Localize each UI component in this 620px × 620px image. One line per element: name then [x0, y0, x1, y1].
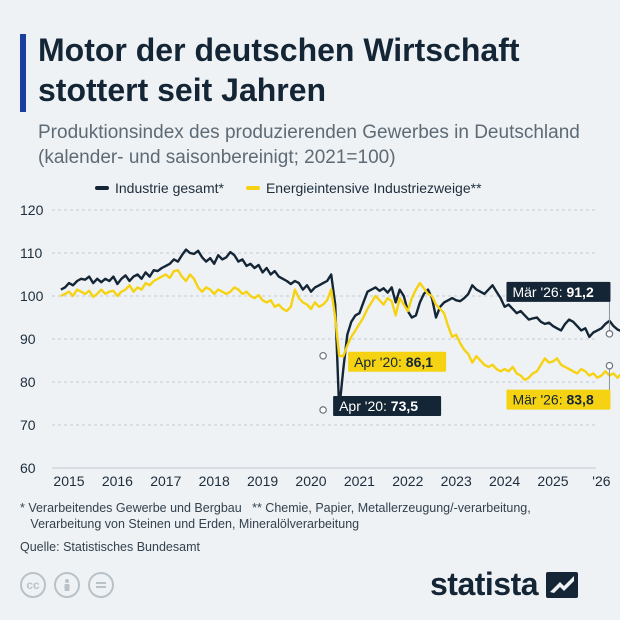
legend-item-energy: Energieintensive Industriezweige**: [245, 180, 482, 196]
series-layer: [60, 248, 620, 412]
annotation-prefix: Apr '20:: [354, 354, 406, 370]
y-tick-label: 100: [20, 288, 44, 304]
statista-logo[interactable]: statista: [430, 566, 579, 603]
annotation-point: [319, 351, 327, 360]
y-tick-label: 80: [20, 374, 36, 390]
footnote: * Verarbeitendes Gewerbe und Bergbau ** …: [20, 500, 610, 532]
annotation-value: 86,1: [406, 354, 433, 370]
annotation-value: 73,5: [391, 398, 418, 414]
annotation-prefix: Apr '20:: [339, 398, 391, 414]
license-icons: cc: [20, 572, 114, 598]
annotation-label: Apr '20: 86,1: [354, 354, 433, 370]
y-tick-label: 90: [20, 331, 36, 347]
series-line-industry: [60, 248, 620, 412]
axis-layer: 60 70 80 90 100 110 120 2015 2016 2017 2018 2019 202…: [20, 202, 611, 489]
legend-label-industry: Industrie gesamt*: [115, 180, 224, 196]
annotation-value: 83,8: [566, 392, 593, 408]
x-tick-label: '26: [592, 473, 610, 489]
x-tick-label: 2021: [344, 473, 375, 489]
series-line-energy: [60, 269, 620, 382]
x-tick-label: 2024: [489, 473, 520, 489]
annotation-box: [506, 389, 611, 410]
y-tick-label: 120: [20, 202, 44, 218]
title-accent-bar: [20, 34, 26, 112]
annotation-label: Mär '26: 83,8: [512, 392, 593, 408]
brand-wordmark: statista: [430, 566, 539, 602]
chart-subtitle: Produktionsindex des produzierenden Gewe…: [38, 122, 580, 168]
x-tick-label: 2018: [199, 473, 230, 489]
annotation-box: [348, 351, 447, 372]
x-tick-label: 2025: [537, 473, 568, 489]
chart-title: Motor der deutschen Wirtschaft stottert …: [38, 32, 520, 108]
legend-swatch-energy: [245, 186, 260, 190]
x-tick-label: 2022: [392, 473, 423, 489]
y-tick-label: 110: [20, 245, 43, 261]
x-tick-label: 2017: [150, 473, 181, 489]
legend-label-energy: Energieintensive Industriezweige**: [265, 180, 482, 196]
annotation-label: Mär '26: 91,2: [512, 284, 593, 300]
person-icon[interactable]: [54, 572, 80, 598]
equals-icon[interactable]: [88, 572, 114, 598]
cc-icon[interactable]: cc: [20, 572, 46, 598]
annotation-prefix: Mär '26:: [512, 284, 566, 300]
legend-swatch-industry: [95, 186, 109, 190]
x-tick-label: 2016: [102, 473, 133, 489]
annotation-box: [333, 395, 442, 416]
x-tick-label: 2015: [53, 473, 84, 489]
x-tick-label: 2019: [247, 473, 278, 489]
annotation-point: [605, 330, 614, 338]
annotation-value: 91,2: [566, 284, 593, 300]
y-tick-label: 60: [20, 460, 36, 476]
chart-legend: Industrie gesamt* Energieintensive Indus…: [95, 180, 482, 196]
x-tick-label: 2020: [295, 473, 326, 489]
legend-item-industry: Industrie gesamt*: [95, 180, 224, 196]
footnote-line-2: Verarbeitung von Steinen und Erden, Mine…: [20, 517, 360, 531]
annotation-label: Apr '20: 73,5: [339, 398, 418, 414]
annotation-point: [605, 361, 614, 370]
grid-layer: [52, 209, 596, 469]
statista-mark-icon: [546, 571, 579, 598]
annotation-point: [319, 406, 327, 414]
x-tick-label: 2023: [441, 473, 472, 489]
source-text: Quelle: Statistisches Bundesamt: [20, 540, 200, 554]
y-tick-label: 70: [20, 417, 36, 433]
annotation-prefix: Mär '26:: [512, 392, 566, 408]
annotation-box: [506, 281, 611, 302]
footnote-line-1: * Verarbeitendes Gewerbe und Bergbau ** …: [20, 501, 531, 515]
